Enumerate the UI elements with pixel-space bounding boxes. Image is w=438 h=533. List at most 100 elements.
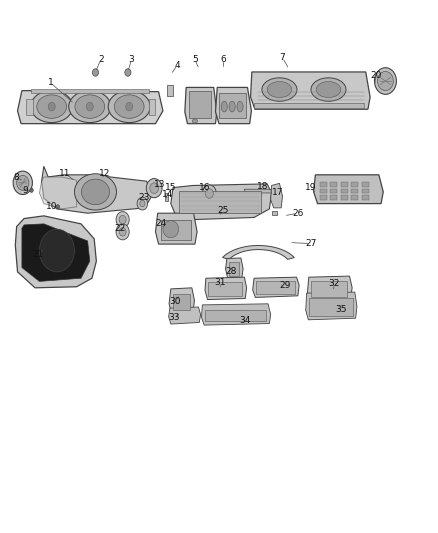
Ellipse shape [92,69,99,76]
Ellipse shape [316,82,341,98]
Ellipse shape [48,102,55,111]
Text: 22: 22 [115,224,126,232]
Text: 25: 25 [218,206,229,215]
Text: 30: 30 [170,297,181,305]
Ellipse shape [311,78,346,101]
Polygon shape [18,91,163,124]
Ellipse shape [13,171,32,195]
Text: 17: 17 [272,189,284,197]
Polygon shape [15,216,96,288]
Bar [341,189,348,193]
Ellipse shape [30,188,33,192]
Bar [309,298,353,316]
Polygon shape [42,166,151,213]
Polygon shape [314,175,383,204]
Bar [362,182,369,187]
Bar [320,189,327,193]
Polygon shape [189,91,211,118]
Bar [341,195,348,200]
Bar [351,182,358,187]
Text: 33: 33 [169,313,180,321]
Bar [256,281,295,294]
Ellipse shape [229,101,235,112]
Bar [330,182,337,187]
Text: 26: 26 [292,209,304,217]
Ellipse shape [146,179,162,198]
Polygon shape [306,292,357,320]
Text: 14: 14 [162,190,173,199]
Bar [341,182,348,187]
Bar [165,193,168,201]
Text: 35: 35 [335,305,346,313]
Text: 12: 12 [99,169,110,177]
Polygon shape [205,277,247,300]
Polygon shape [185,87,217,124]
Ellipse shape [140,200,145,207]
Ellipse shape [150,183,159,193]
Bar [219,93,246,118]
Polygon shape [22,224,90,281]
Ellipse shape [81,179,110,205]
Text: 9: 9 [22,186,28,195]
Text: 2: 2 [98,55,103,64]
Text: 5: 5 [192,55,198,64]
Bar [330,189,337,193]
Polygon shape [169,288,194,314]
Bar [311,281,347,297]
Text: 27: 27 [305,239,317,248]
Bar [351,189,358,193]
Polygon shape [215,87,251,124]
Text: 15: 15 [165,183,177,192]
Polygon shape [226,258,243,278]
Ellipse shape [126,102,133,111]
Polygon shape [39,177,77,209]
Text: 24: 24 [155,220,167,228]
Ellipse shape [163,221,179,238]
Bar [229,262,239,276]
Polygon shape [169,307,201,324]
Ellipse shape [119,215,126,224]
Polygon shape [171,184,272,220]
Text: 20: 20 [370,71,381,80]
Text: 6: 6 [220,55,226,64]
Polygon shape [223,246,294,260]
Ellipse shape [192,119,198,123]
Bar [173,294,190,310]
Ellipse shape [86,102,93,111]
Ellipse shape [108,91,150,123]
Ellipse shape [37,95,67,118]
Ellipse shape [116,224,129,240]
Bar [167,85,173,96]
Bar [31,89,149,93]
Bar [320,195,327,200]
Text: 7: 7 [279,53,286,62]
Ellipse shape [374,68,396,94]
Text: 31: 31 [214,278,226,287]
Text: 13: 13 [154,181,166,189]
Ellipse shape [125,69,131,76]
Bar [330,195,337,200]
Ellipse shape [267,82,292,98]
Text: 10: 10 [46,202,57,211]
Bar [26,99,33,115]
Bar [149,99,155,115]
Text: 8: 8 [14,173,20,182]
Polygon shape [155,213,197,244]
Text: 4: 4 [175,61,180,69]
Ellipse shape [116,212,129,228]
Bar [161,220,191,240]
Ellipse shape [378,71,393,91]
Text: 16: 16 [199,183,211,192]
Bar [362,189,369,193]
Bar [320,182,327,187]
Text: 19: 19 [305,183,317,192]
Ellipse shape [237,101,243,112]
Ellipse shape [69,91,111,123]
Text: 32: 32 [328,279,339,288]
Ellipse shape [202,185,216,202]
Bar [254,103,364,108]
Bar [205,310,266,321]
Text: 29: 29 [279,281,290,289]
Text: 28: 28 [226,268,237,276]
Bar [351,195,358,200]
